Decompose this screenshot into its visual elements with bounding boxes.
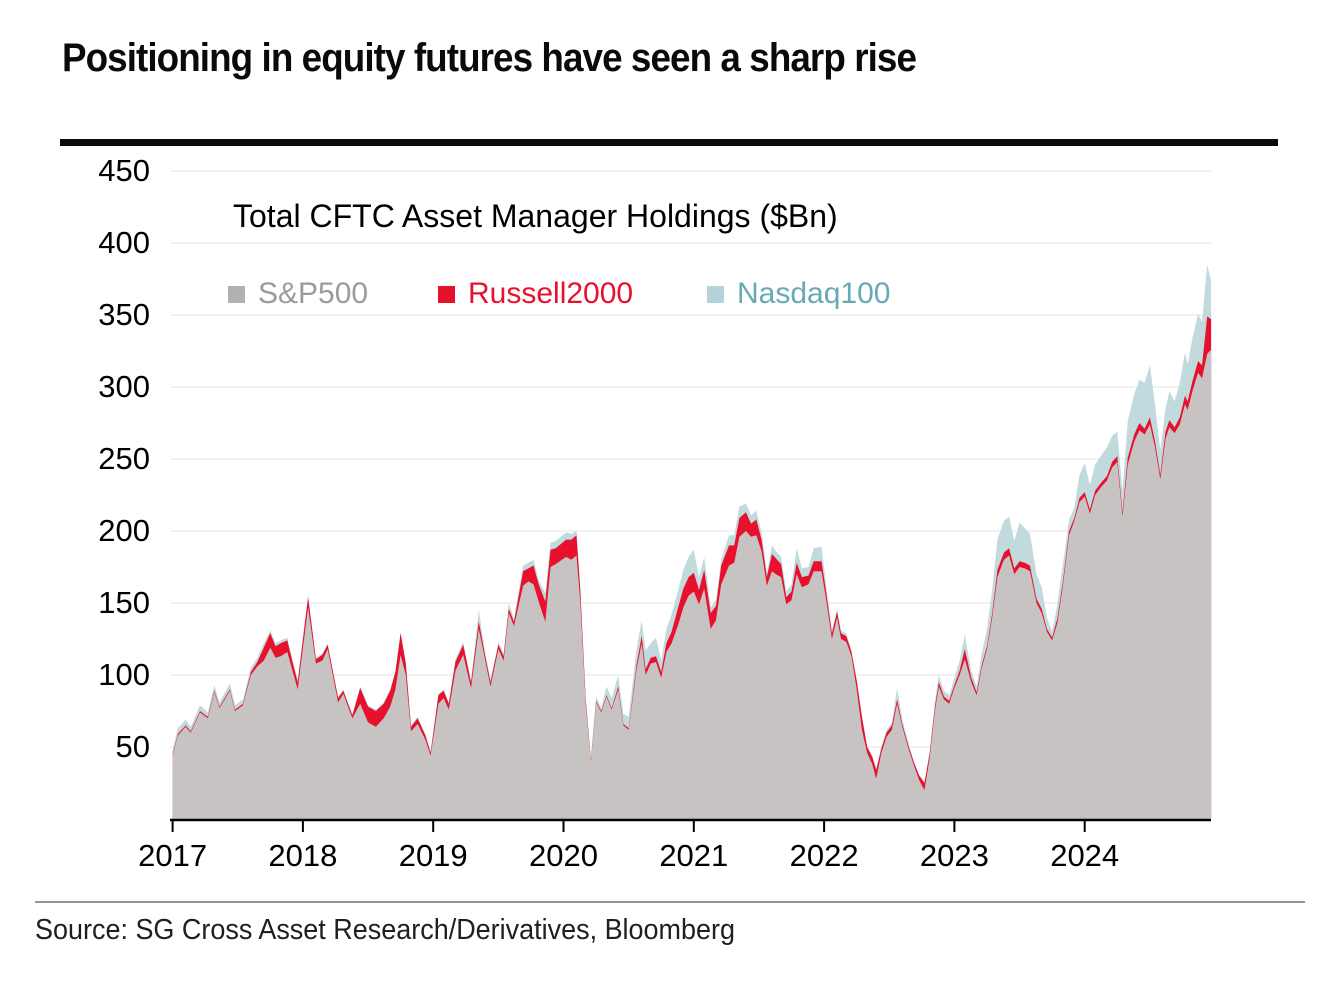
legend-item-russell2000: Russell2000 xyxy=(438,277,633,311)
page-title: Positioning in equity futures have seen … xyxy=(62,36,917,80)
y-tick-label: 400 xyxy=(98,225,150,260)
y-tick-label: 150 xyxy=(98,585,150,620)
legend-label: Russell2000 xyxy=(468,277,634,310)
source-divider-rule xyxy=(35,901,1305,903)
x-tick-label: 2023 xyxy=(919,838,989,873)
legend-swatch-icon xyxy=(438,285,455,303)
y-tick-label: 100 xyxy=(98,657,150,692)
source-text: Source: SG Cross Asset Research/Derivati… xyxy=(35,914,735,946)
legend-item-sp500: S&P500 xyxy=(228,277,368,311)
y-tick-label: 300 xyxy=(98,369,150,404)
chart-title: Total CFTC Asset Manager Holdings ($Bn) xyxy=(233,198,838,234)
legend: S&P500 Russell2000 Nasdaq100 xyxy=(0,277,1338,313)
y-tick-label: 250 xyxy=(98,441,150,476)
x-tick-label: 2018 xyxy=(268,838,338,873)
area-sp500 xyxy=(172,349,1212,819)
x-tick-label: 2020 xyxy=(529,838,598,873)
x-tick-label: 2019 xyxy=(398,838,468,873)
x-tick-label: 2024 xyxy=(1050,838,1120,873)
y-tick-label: 350 xyxy=(98,297,150,332)
legend-item-nasdaq100: Nasdaq100 xyxy=(707,277,890,311)
legend-label: S&P500 xyxy=(258,277,369,310)
legend-label: Nasdaq100 xyxy=(737,277,891,310)
x-tick-label: 2017 xyxy=(138,838,208,873)
legend-swatch-icon xyxy=(228,285,245,303)
y-tick-label: 50 xyxy=(115,729,150,764)
x-tick-label: 2022 xyxy=(789,838,859,873)
title-divider-rule xyxy=(60,139,1278,146)
x-tick-label: 2021 xyxy=(659,838,729,873)
legend-swatch-icon xyxy=(707,285,724,303)
y-tick-label: 450 xyxy=(98,153,150,188)
y-tick-label: 200 xyxy=(98,513,150,548)
